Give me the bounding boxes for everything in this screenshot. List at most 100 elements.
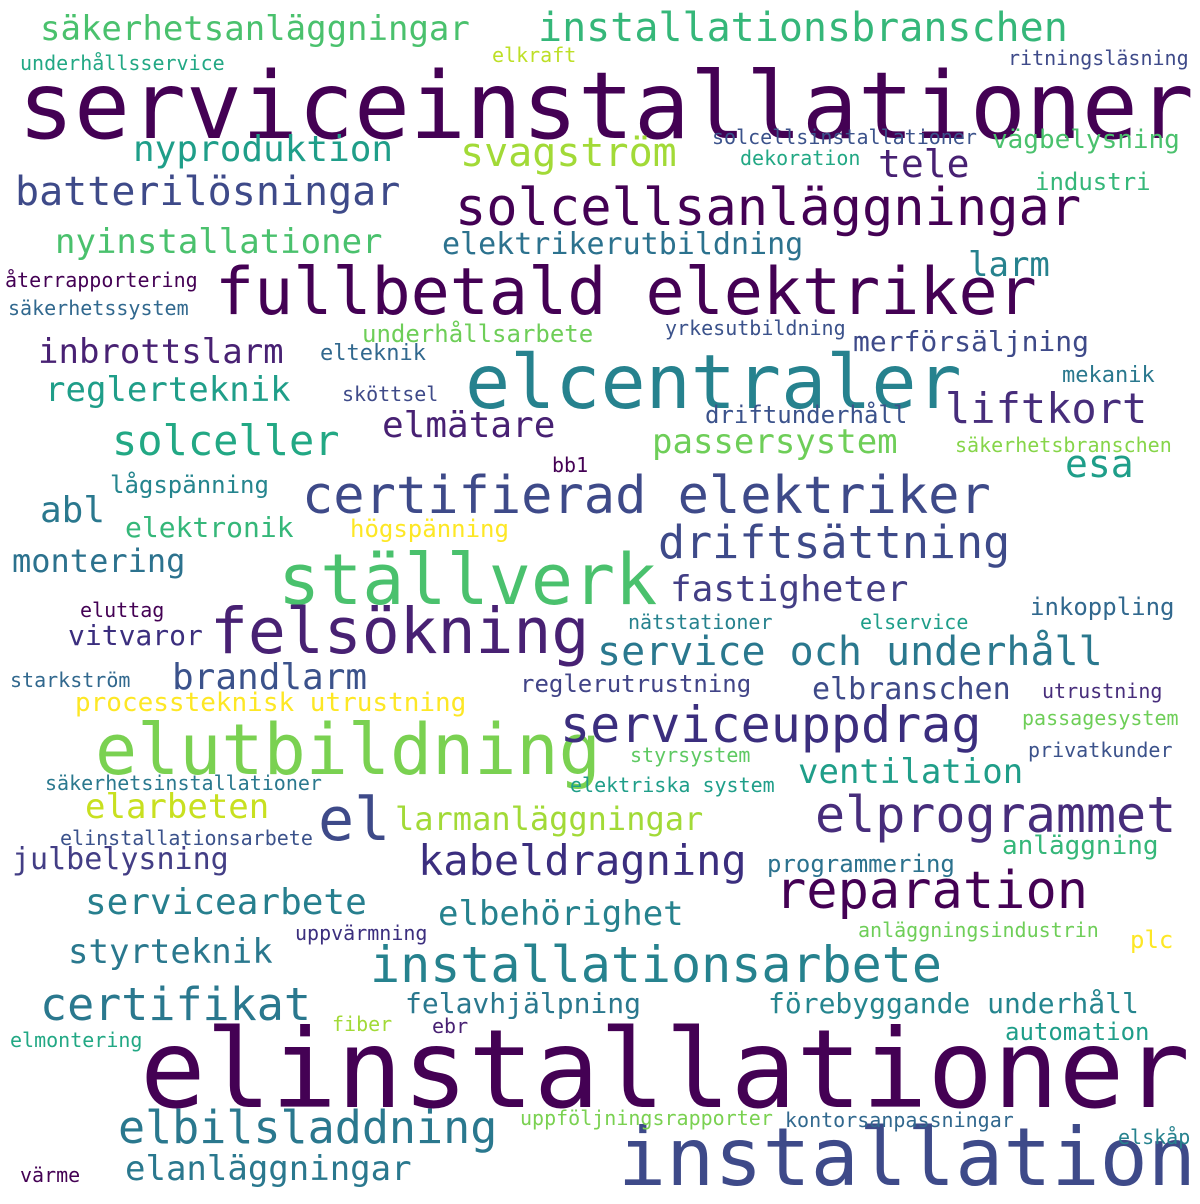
word-elcentraler: elcentraler [465, 338, 962, 426]
word-yrkesutbildning: yrkesutbildning [665, 316, 846, 340]
word-larmanlaggningar: larmanläggningar [395, 800, 704, 838]
word-service-och-underhall: service och underhåll [597, 629, 1103, 675]
word-julbelysning: julbelysning [12, 842, 229, 877]
word-reparation: reparation [775, 861, 1089, 921]
word-fullbetald-elektriker: fullbetald elektriker [215, 255, 1037, 330]
word-nyproduktion: nyproduktion [133, 129, 394, 170]
word-uppfoljningsrapporter: uppföljningsrapporter [520, 1106, 773, 1130]
word-elinstallationsarbete: elinstallationsarbete [60, 826, 313, 850]
word-eluttag: eluttag [80, 598, 165, 622]
word-tele: tele [878, 142, 970, 186]
word-solcellsinstallationer: solcellsinstallationer [712, 125, 977, 149]
word-processteknisk-utrustning: processteknisk utrustning [75, 688, 467, 718]
word-ebr: ebr [432, 1014, 469, 1038]
word-svagstrom: svagström [460, 130, 677, 176]
word-underhallsservice: underhållsservice [20, 51, 225, 75]
word-serviceinstallationer: serviceinstallationer [18, 52, 1194, 160]
word-kontorsanpassningar: kontorsanpassningar [785, 1108, 1014, 1132]
word-hogspanning: högspänning [350, 515, 509, 543]
word-solceller: solceller [112, 416, 340, 465]
word-sakerhetssystem: säkerhetssystem [8, 296, 189, 320]
word-reglerutrustning: reglerutrustning [520, 670, 752, 698]
word-merforsaljning: merförsäljning [853, 325, 1090, 358]
word-underhallsarbete: underhållsarbete [362, 320, 594, 348]
word-driftsattning: driftsättning [658, 516, 1011, 569]
word-elbranschen: elbranschen [812, 672, 1011, 707]
word-elteknik: elteknik [320, 341, 426, 366]
word-privatkunder: privatkunder [1028, 738, 1173, 762]
word-elanlaggningar: elanläggningar [125, 1149, 412, 1189]
word-ritningslasning: ritningsläsning [1008, 46, 1189, 70]
word-elinstallationer: elinstallationer [140, 1006, 1190, 1133]
word-vitvaror: vitvaror [68, 619, 203, 652]
word-installationsarbete: installationsarbete [370, 936, 942, 994]
word-felavhjalpning: felavhjälpning [405, 987, 642, 1020]
word-styrsystem: styrsystem [630, 743, 751, 767]
word-dekoration: dekoration [740, 146, 861, 170]
word-elbehorighet: elbehörighet [438, 894, 684, 934]
word-driftunderhall: driftunderhåll [705, 401, 908, 429]
word-stallverk: ställverk [278, 539, 658, 621]
word-passersystem: passersystem [652, 422, 898, 462]
word-larm: larm [968, 245, 1050, 285]
word-montering: montering [12, 542, 186, 580]
word-elservice: elservice [860, 610, 969, 634]
word-natstationer: nätstationer [628, 610, 773, 634]
word-elmatare: elmätare [382, 405, 556, 446]
word-elprogrammet: elprogrammet [815, 786, 1177, 844]
word-el: el [318, 785, 391, 855]
word-batterilosningar: batterilösningar [15, 169, 401, 215]
word-liftkort: liftkort [945, 384, 1148, 433]
word-vagbelysning: vägbelysning [992, 125, 1180, 155]
word-plc: plc [1130, 926, 1174, 954]
word-mekanik: mekanik [1062, 363, 1155, 388]
word-solcellsanlaggningar: solcellsanläggningar [455, 178, 1082, 238]
word-serviceuppdrag: serviceuppdrag [560, 696, 982, 754]
word-elarbeten: elarbeten [85, 787, 270, 827]
word-elektronik: elektronik [125, 511, 294, 544]
word-anlaggning: anläggning [1002, 831, 1159, 861]
word-felsokning: felsökning [210, 595, 590, 668]
word-forebyggande-underhall: förebyggande underhåll [768, 987, 1139, 1020]
word-industri: industri [1035, 168, 1151, 196]
word-utrustning: utrustning [1042, 679, 1163, 703]
word-sakerhetsinstallationer: säkerhetsinstallationer [45, 771, 322, 795]
word-elskap: elskåp [1118, 1125, 1191, 1149]
word-passagesystem: passagesystem [1022, 706, 1179, 730]
word-inbrottslarm: inbrottslarm [38, 332, 284, 372]
word-anlaggningsindustrin: anläggningsindustrin [858, 918, 1099, 942]
word-ventilation: ventilation [798, 752, 1024, 792]
word-brandlarm: brandlarm [172, 657, 368, 698]
word-installation: installation [618, 1111, 1196, 1204]
word-elektriska-system: elektriska system [570, 773, 775, 797]
word-elbilsladdning: elbilsladdning [118, 1101, 498, 1154]
word-abl: abl [40, 490, 106, 531]
word-elmontering: elmontering [10, 1028, 143, 1052]
word-servicearbete: servicearbete [85, 882, 367, 923]
word-certifikat: certifikat [40, 978, 311, 1031]
word-aterrapportering: återrapportering [5, 268, 198, 292]
word-fastigheter: fastigheter [670, 569, 909, 610]
word-uppvarmning: uppvärmning [295, 921, 428, 945]
word-sakerhetsbranschen: säkerhetsbranschen [955, 433, 1172, 457]
word-inkoppling: inkoppling [1030, 593, 1175, 621]
word-elutbildning: elutbildning [95, 709, 601, 791]
word-styrteknik: styrteknik [68, 932, 273, 972]
word-esa: esa [1065, 442, 1134, 486]
word-skotsel: sköttsel [342, 382, 439, 406]
word-lagspanning: lågspänning [110, 471, 269, 499]
word-certifierad-elektriker: certifierad elektriker [302, 466, 991, 526]
word-sakerhetsanlaggningar: säkerhetsanläggningar [40, 9, 470, 49]
word-programmering: programmering [767, 850, 955, 878]
word-automation: automation [1005, 1018, 1150, 1046]
word-bb1: bb1 [552, 453, 589, 477]
word-reglerteknik: reglerteknik [45, 370, 291, 410]
word-kabeldragning: kabeldragning [418, 836, 747, 885]
word-starkstrom: starkström [10, 668, 131, 692]
word-elektrikerutbildning: elektrikerutbildning [442, 227, 804, 262]
word-installationsbranschen: installationsbranschen [538, 5, 1068, 51]
word-nyinstallationer: nyinstallationer [55, 222, 383, 262]
word-fiber: fiber [332, 1012, 393, 1036]
word-varme: värme [20, 1163, 81, 1187]
